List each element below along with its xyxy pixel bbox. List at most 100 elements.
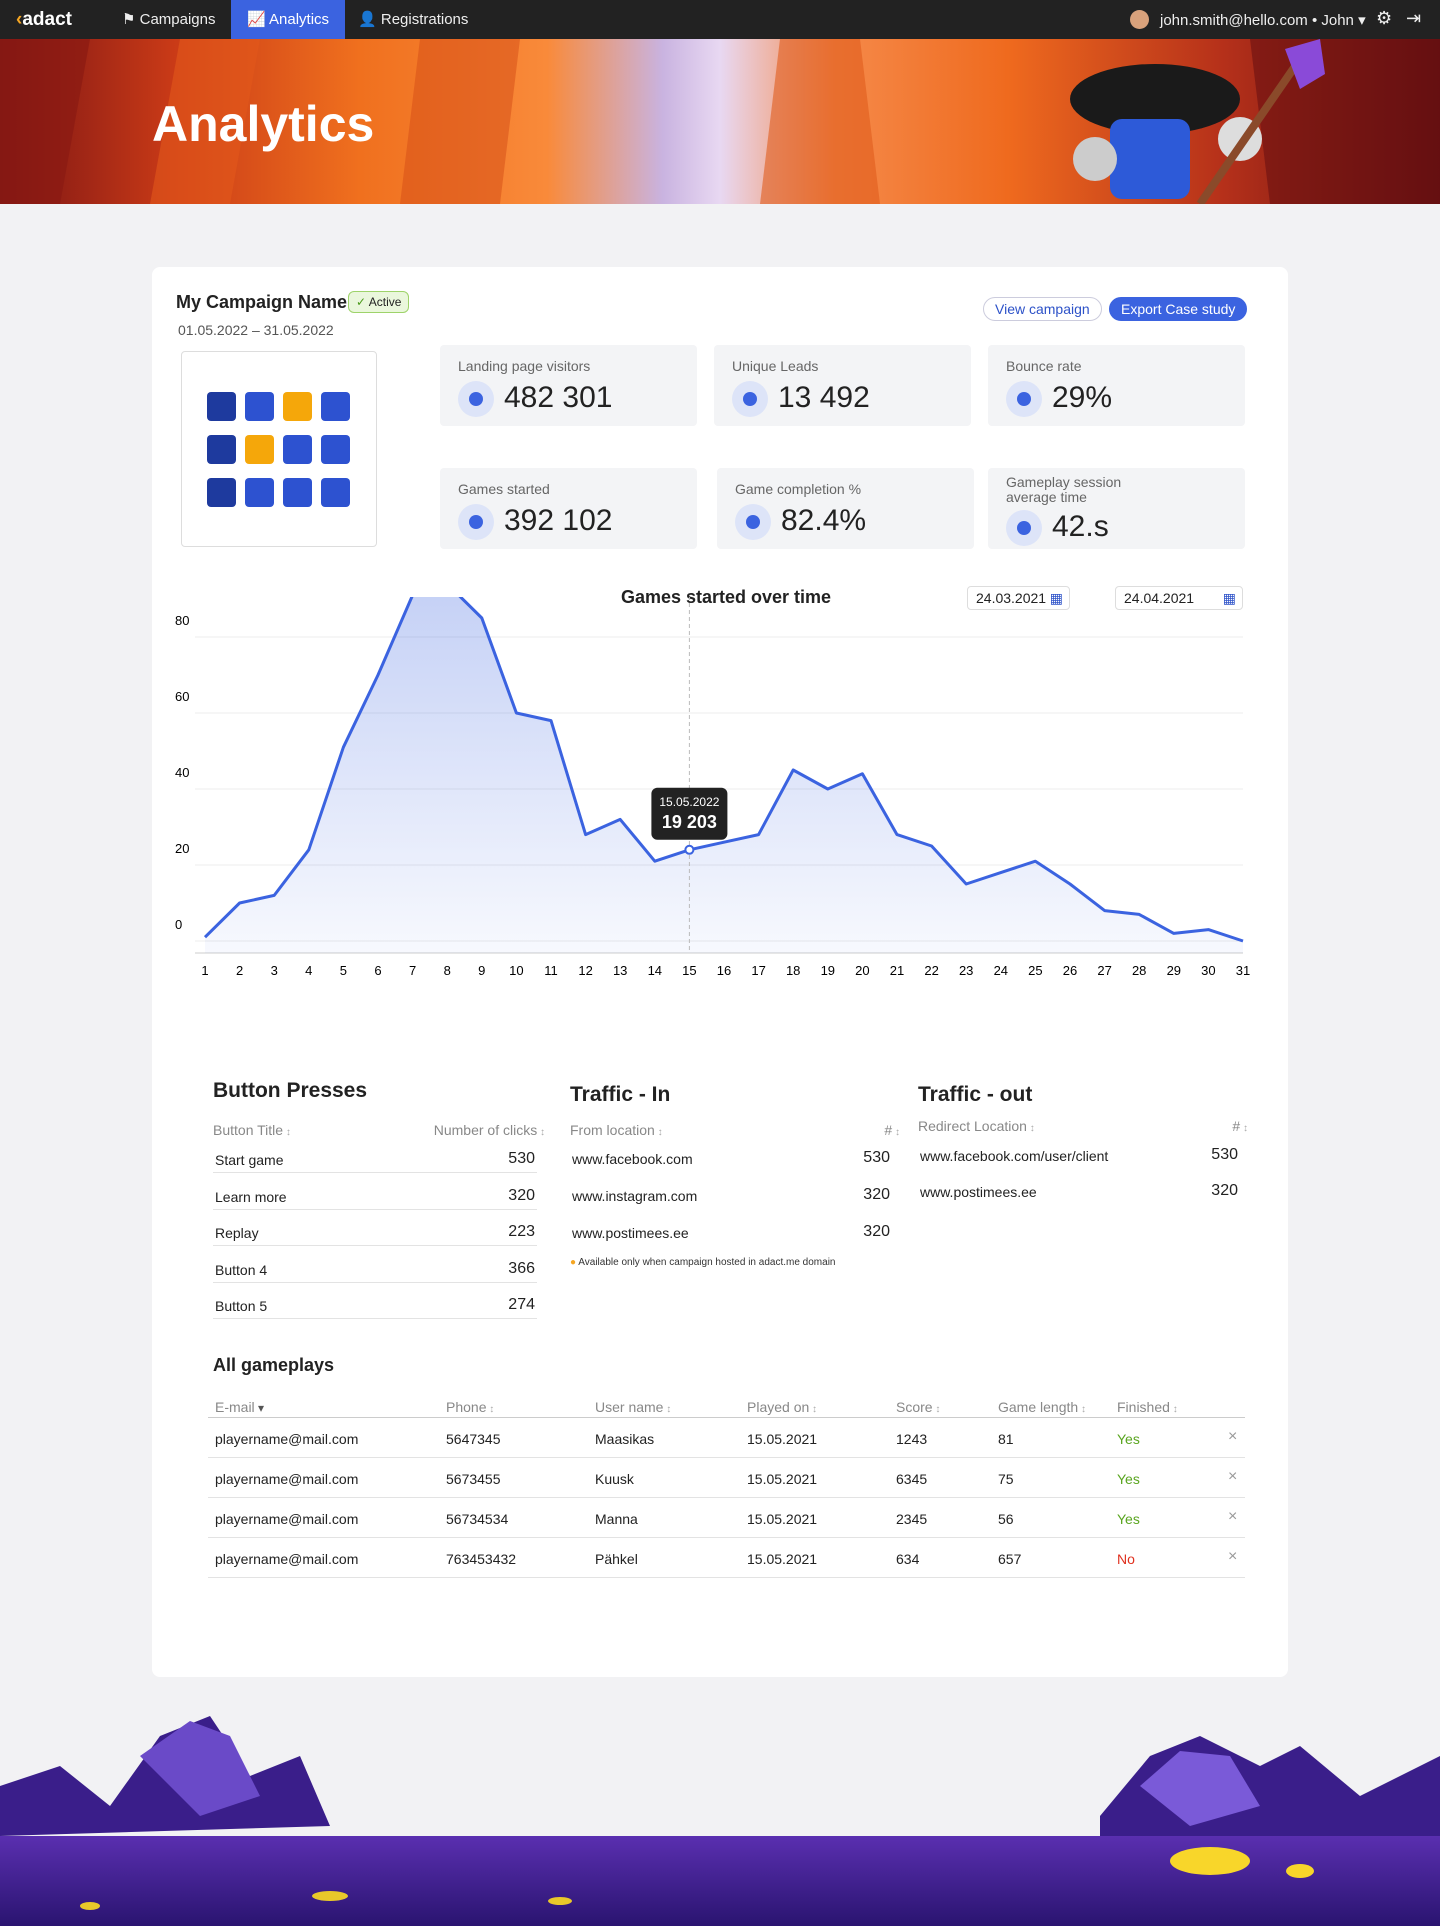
logout-icon[interactable]: ⇥ xyxy=(1406,8,1422,28)
table-cell: 763453432 xyxy=(446,1551,517,1567)
table-cell: 56734534 xyxy=(446,1511,509,1527)
stat-value: 13 492 xyxy=(778,381,870,414)
y-tick-label: 60 xyxy=(175,689,189,704)
x-tick-label: 27 xyxy=(1097,963,1111,978)
table-cell: Start game xyxy=(215,1152,284,1168)
row-divider xyxy=(213,1281,537,1283)
table-cell: Button 5 xyxy=(215,1298,268,1314)
row-divider xyxy=(208,1457,1245,1458)
delete-row[interactable] xyxy=(1228,1508,1237,1526)
x-tick-label: 1 xyxy=(201,963,208,978)
column-header: From location xyxy=(570,1122,663,1138)
table-cell: 56 xyxy=(998,1511,1014,1527)
x-tick-label: 20 xyxy=(855,963,869,978)
table-cell: 1243 xyxy=(896,1431,928,1447)
stat-label: Bounce rate xyxy=(1006,358,1082,374)
x-tick-label: 17 xyxy=(751,963,765,978)
column-header: # xyxy=(1232,1118,1248,1134)
column-header: Button Title xyxy=(213,1122,291,1138)
y-tick-label: 40 xyxy=(175,765,189,780)
nav-label: Registrations xyxy=(380,11,469,28)
delete-row[interactable] xyxy=(1228,1468,1237,1486)
x-tick-label: 26 xyxy=(1063,963,1077,978)
stat-icon xyxy=(735,504,771,540)
nav-registrations[interactable]: 👤 Registrations xyxy=(358,11,469,28)
table-cell: 81 xyxy=(998,1431,1014,1447)
status-badge: ✓ Active xyxy=(348,291,410,313)
stat-value: 482 301 xyxy=(504,381,613,414)
table-cell: Yes xyxy=(1117,1471,1140,1487)
x-tick-label: 2 xyxy=(236,963,243,978)
stat-value: 42.s xyxy=(1052,510,1109,543)
table-cell: Manna xyxy=(595,1511,638,1527)
banner-art xyxy=(0,39,1440,204)
view-campaign-button[interactable]: View campaign xyxy=(983,297,1102,321)
table-cell: 5673455 xyxy=(446,1471,501,1487)
tooltip-value: 19 203 xyxy=(662,812,717,832)
x-tick-label: 14 xyxy=(648,963,662,978)
settings-icon[interactable]: ⚙ xyxy=(1376,8,1393,28)
logo[interactable]: ‹adact xyxy=(16,9,72,30)
table-cell: 320 xyxy=(508,1186,535,1204)
x-tick-label: 31 xyxy=(1236,963,1250,978)
stat-icon xyxy=(458,381,494,417)
table-cell: www.facebook.com/user/client xyxy=(920,1148,1109,1164)
table-cell: 6345 xyxy=(896,1471,928,1487)
delete-row[interactable] xyxy=(1228,1428,1237,1446)
x-tick-label: 9 xyxy=(478,963,485,978)
table-cell: Learn more xyxy=(215,1188,287,1205)
page-title: Analytics xyxy=(152,96,375,152)
tooltip-bg xyxy=(651,787,728,840)
table-cell: 657 xyxy=(998,1551,1022,1567)
row-divider xyxy=(208,1497,1245,1498)
icon-glyph xyxy=(1017,521,1031,535)
tooltip-date: 15.05.2022 xyxy=(659,795,719,809)
table-cell: Kuusk xyxy=(595,1471,634,1487)
delete-row[interactable] xyxy=(1228,1548,1237,1566)
x-tick-label: 10 xyxy=(509,963,523,978)
info-note: ● Available only when campaign hosted in… xyxy=(570,1257,836,1268)
column-header: Phone xyxy=(446,1399,494,1415)
thumb-tile xyxy=(245,478,274,507)
stat-card: Landing page visitors 482 301 xyxy=(440,345,697,426)
nav-label: Campaigns xyxy=(139,11,216,28)
date-from-input[interactable]: 24.03.2021 ▦ xyxy=(967,586,1070,610)
table-cell: 320 xyxy=(863,1223,890,1240)
nav-campaigns[interactable]: ⚑ Campaigns xyxy=(122,11,216,28)
x-tick-label: 3 xyxy=(271,963,278,978)
table-cell: Yes xyxy=(1117,1511,1140,1527)
table-cell: 2345 xyxy=(896,1511,928,1527)
x-tick-label: 22 xyxy=(924,963,938,978)
nav-analytics[interactable]: 📈 Analytics xyxy=(231,0,346,39)
x-tick-label: 21 xyxy=(890,963,904,978)
table-cell: 320 xyxy=(863,1186,890,1203)
date-to-input[interactable]: 24.04.2021 ▦ xyxy=(1115,586,1243,610)
stat-icon xyxy=(1006,381,1042,417)
table-cell: 530 xyxy=(863,1149,890,1166)
area xyxy=(205,597,1243,953)
line-chart: 0204060801001234567891011121314151617181… xyxy=(175,597,1250,978)
thumb-tile xyxy=(245,392,274,421)
export-button[interactable]: Export Case study xyxy=(1109,297,1248,321)
thumb-tile xyxy=(245,435,274,464)
y-tick-label: 80 xyxy=(175,613,189,628)
campaign-thumbnail xyxy=(181,351,377,547)
row-divider xyxy=(213,1245,537,1246)
thumbnail-grid xyxy=(207,392,350,507)
table-cell: Button 4 xyxy=(215,1261,268,1278)
thumb-tile xyxy=(321,478,350,507)
row-divider xyxy=(208,1537,1245,1538)
stat-value: 82.4% xyxy=(781,504,867,537)
column-header: E-mail xyxy=(215,1399,264,1415)
date-from: 24.03.2021 xyxy=(976,590,1047,606)
user-menu[interactable]: john.smith@hello.com • John ▾ xyxy=(1160,12,1366,29)
x-tick-label: 29 xyxy=(1167,963,1181,978)
table-cell: 634 xyxy=(896,1551,920,1567)
x-tick-label: 15 xyxy=(682,963,696,978)
thumb-tile xyxy=(207,478,236,507)
stat-card: Bounce rate 29% xyxy=(988,345,1245,426)
stat-card: Games started 392 102 xyxy=(440,468,697,549)
row-divider xyxy=(213,1172,537,1173)
table-cell: playername@mail.com xyxy=(215,1431,359,1447)
table-cell: playername@mail.com xyxy=(215,1551,359,1567)
